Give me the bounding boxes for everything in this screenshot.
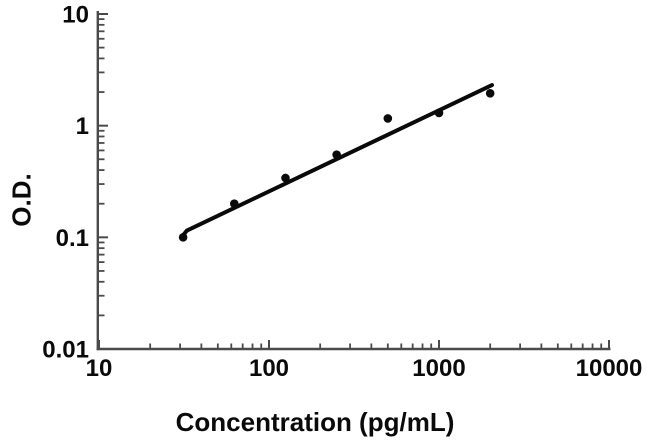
x-tick-label: 10 bbox=[86, 355, 113, 382]
y-tick-label: 0.01 bbox=[42, 337, 89, 364]
data-point bbox=[485, 88, 495, 98]
standard-curve-trendline bbox=[180, 83, 494, 238]
data-point bbox=[178, 233, 188, 242]
y-tick-label: 0.1 bbox=[56, 225, 89, 252]
y-tick-label: 10 bbox=[62, 2, 89, 29]
y-axis-title: O.D. bbox=[6, 173, 37, 227]
data-point bbox=[434, 108, 444, 118]
data-point bbox=[229, 199, 239, 209]
x-tick-label: 100 bbox=[249, 355, 289, 382]
x-tick-label: 10000 bbox=[576, 355, 643, 382]
x-tick-label: 1000 bbox=[412, 355, 465, 382]
y-tick-label: 1 bbox=[76, 113, 89, 140]
x-axis-title: Concentration (pg/mL) bbox=[175, 407, 455, 437]
data-point bbox=[281, 173, 290, 183]
data-point bbox=[383, 114, 393, 123]
data-point bbox=[332, 150, 341, 159]
